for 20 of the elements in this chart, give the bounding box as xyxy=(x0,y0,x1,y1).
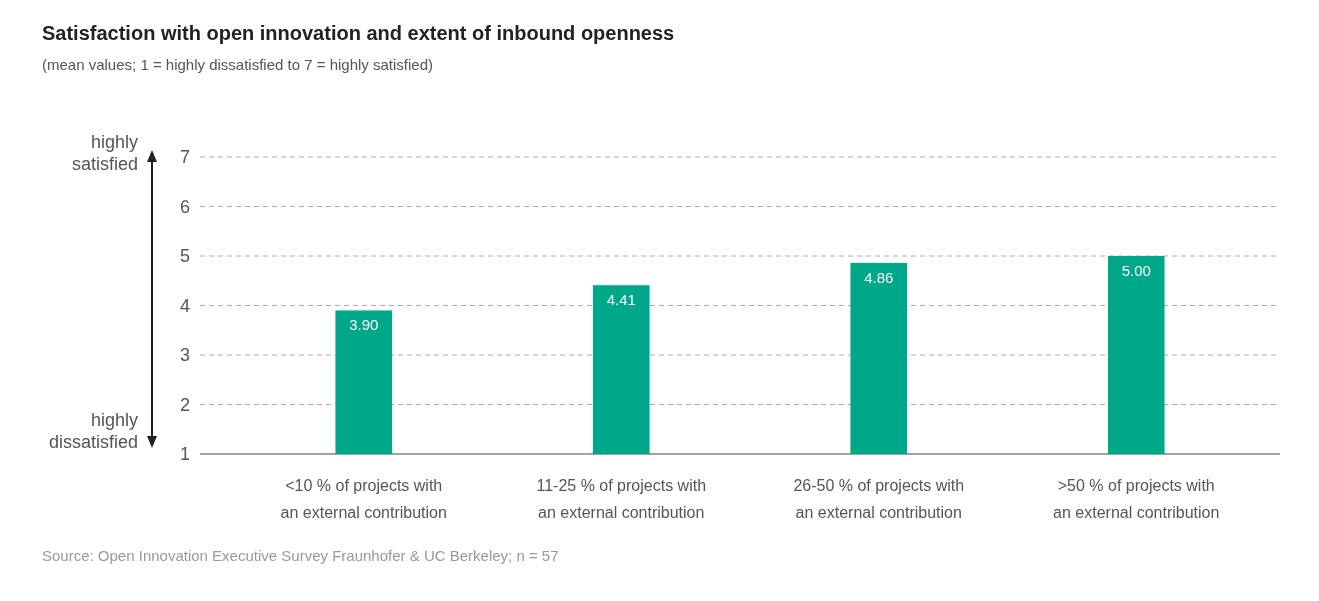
y-tick-label: 5 xyxy=(179,246,190,267)
chart-subtitle: (mean values; 1 = highly dissatisfied to 7 = highly satisfied) xyxy=(42,56,434,73)
x-tick-label: <10 % of projects with an external contribution xyxy=(280,477,447,521)
text: highly dissatisfied xyxy=(48,410,138,452)
y-tick-label: 1 xyxy=(179,444,190,465)
y-tick-label: 3 xyxy=(179,345,190,366)
data-label: 4.86 xyxy=(864,268,894,286)
y-tick-label: 7 xyxy=(179,147,190,168)
text: highly satisfied xyxy=(71,132,138,174)
y-tick-label: 4 xyxy=(179,295,190,316)
data-label: 4.41 xyxy=(606,291,636,309)
x-tick-label: 26-50 % of projects with an external contribution xyxy=(793,477,965,521)
chart-title: Satisfaction with open innovation and extent of inbound openness xyxy=(42,22,675,44)
x-tick-label: 11-25 % of projects with an external contribution xyxy=(536,477,707,521)
y-tick-label: 2 xyxy=(179,394,190,415)
source-note: Source: Open Innovation Executive Survey Fraunhofer & UC Berkeley; n = 57 xyxy=(42,547,559,564)
y-tick-label: 6 xyxy=(179,196,190,217)
data-label: 3.90 xyxy=(349,316,379,334)
x-tick-label: >50 % of projects with an external contribution xyxy=(1053,477,1220,521)
data-label: 5.00 xyxy=(1121,262,1151,279)
